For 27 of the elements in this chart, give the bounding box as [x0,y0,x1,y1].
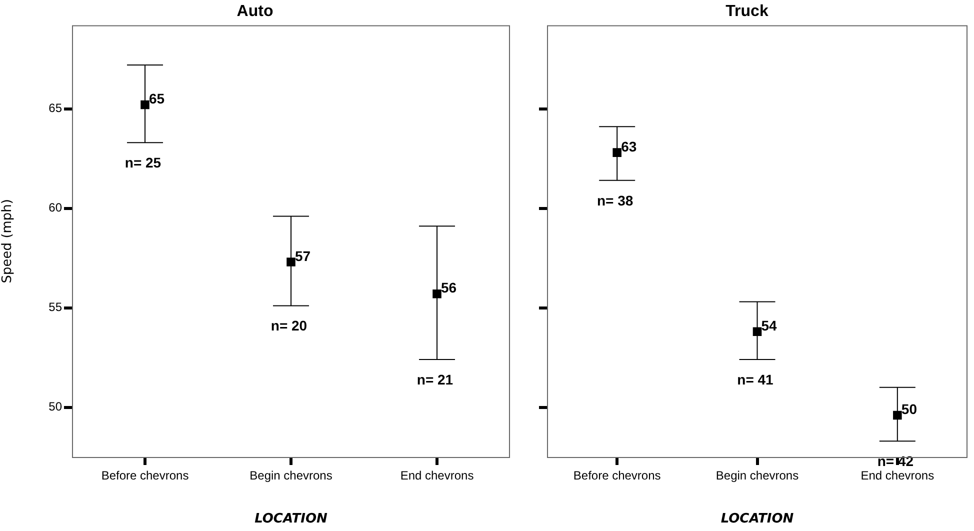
y-tick-label: 60 [48,200,62,215]
x-tick-label: Begin chevrons [250,468,332,483]
y-tick-label: 50 [48,400,62,414]
x-axis-title: LOCATION [254,512,328,527]
data-label: 54 [761,318,778,334]
chart-title: Truck [726,3,768,20]
y-tick-label: 55 [48,300,62,314]
annotation: n= 21 [416,371,454,388]
x-tick-label: Begin chevrons [716,468,799,483]
annotation: n= 38 [596,192,634,208]
data-label: 50 [901,401,918,418]
data-label: 56 [441,280,457,296]
annotation: n= 25 [124,154,162,170]
x-tick-label: End chevrons [400,468,474,483]
x-axis-title: LOCATION [720,512,794,527]
x-tick-label: Before chevrons [101,468,189,483]
data-label: 57 [295,248,311,264]
annotation: n= 20 [270,318,308,334]
data-label: 63 [621,138,637,154]
point [286,258,296,266]
x-tick-label: Before chevrons [573,468,661,483]
y-tick-label: 65 [48,101,62,116]
chart-title: Auto [236,3,274,20]
y-axis-title: Speed (mph) [0,199,16,284]
annotation: n= 41 [737,371,774,388]
data-label: 65 [149,90,165,107]
x-tick-label: End chevrons [860,468,934,483]
